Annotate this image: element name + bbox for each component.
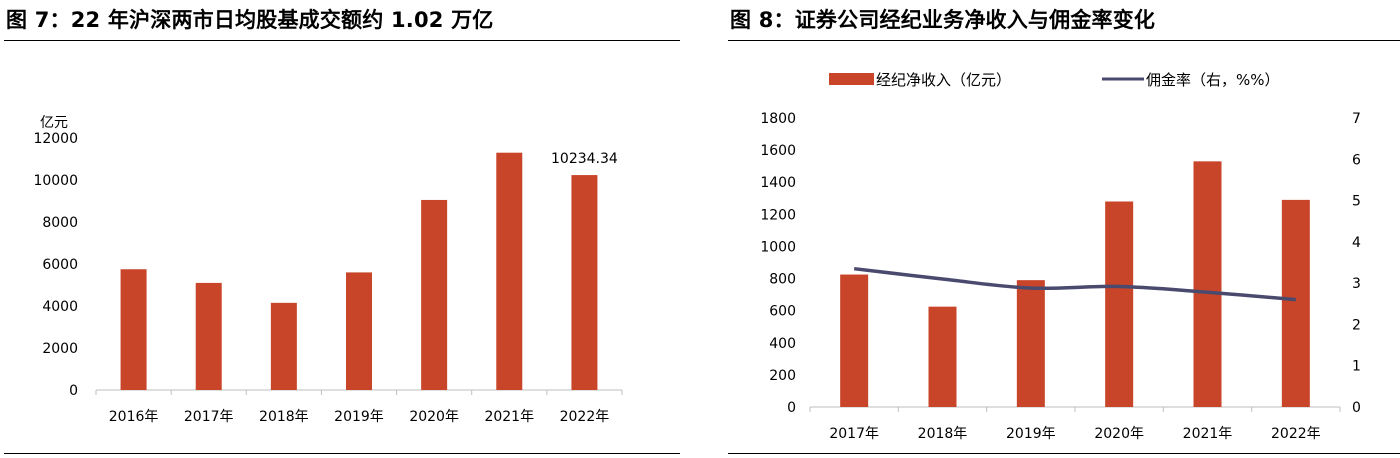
bar <box>840 274 869 407</box>
x-tick-label: 2018年 <box>259 409 309 425</box>
y-right-tick-label: 6 <box>1352 152 1361 168</box>
legend-line-label: 佣金率（右，%%） <box>1146 71 1280 89</box>
y-right-tick-label: 3 <box>1352 276 1361 292</box>
y-axis-unit-label: 亿元 <box>40 115 68 131</box>
y-left-tick-label: 1400 <box>760 175 796 191</box>
x-tick-label: 2017年 <box>829 426 879 442</box>
bar <box>928 306 957 407</box>
y-right-tick-label: 5 <box>1352 194 1361 210</box>
figure-7-title: 图 7：22 年沪深两市日均股基成交额约 1.02 万亿 <box>6 8 494 32</box>
y-left-tick-label: 600 <box>769 304 796 320</box>
x-tick-label: 2018年 <box>918 426 968 442</box>
x-tick-label: 2020年 <box>1094 426 1144 442</box>
bar <box>270 302 297 390</box>
y-tick-label: 2000 <box>42 341 78 357</box>
y-tick-label: 4000 <box>42 299 78 315</box>
x-tick-label: 2020年 <box>409 409 459 425</box>
x-tick-label: 2019年 <box>1006 426 1056 442</box>
y-right-tick-label: 2 <box>1352 317 1361 333</box>
figure-8-title: 图 8：证券公司经纪业务净收入与佣金率变化 <box>730 8 1156 32</box>
data-label: 10234.34 <box>551 151 618 167</box>
bar <box>1281 199 1310 407</box>
y-tick-label: 12000 <box>33 131 78 147</box>
y-left-tick-label: 1200 <box>760 207 796 223</box>
bar <box>421 199 448 390</box>
bar <box>1193 161 1222 407</box>
legend-bar-label: 经纪净收入（亿元） <box>876 71 1011 89</box>
y-left-tick-label: 200 <box>769 368 796 384</box>
bar <box>346 272 372 390</box>
y-left-tick-label: 0 <box>787 400 796 416</box>
x-tick-label: 2022年 <box>560 409 610 425</box>
y-left-tick-label: 1800 <box>760 111 796 127</box>
figure-7-bottom-rule <box>4 453 680 454</box>
bar <box>1016 280 1045 407</box>
bar <box>571 175 598 390</box>
x-tick-label: 2019年 <box>334 409 384 425</box>
bar <box>1105 201 1134 407</box>
y-right-tick-label: 7 <box>1352 111 1361 127</box>
y-right-tick-label: 1 <box>1352 359 1361 375</box>
bar <box>496 152 523 390</box>
y-tick-label: 8000 <box>42 215 78 231</box>
x-tick-label: 2021年 <box>1183 426 1233 442</box>
figure-8-bottom-rule <box>728 453 1400 454</box>
y-left-tick-label: 800 <box>769 272 796 288</box>
y-right-tick-label: 4 <box>1352 235 1361 251</box>
figure-7-panel: 图 7：22 年沪深两市日均股基成交额约 1.02 万亿 亿元 0 2000 4000… <box>0 0 680 458</box>
y-left-tick-label: 1000 <box>760 239 796 255</box>
legend-bar-swatch <box>829 73 874 85</box>
y-tick-label: 0 <box>69 383 78 399</box>
y-left-tick-label: 1600 <box>760 143 796 159</box>
commission-rate-line <box>853 266 1296 302</box>
y-tick-label: 6000 <box>42 257 78 273</box>
y-right-tick-label: 0 <box>1352 400 1361 416</box>
bar <box>195 282 222 390</box>
y-left-tick-label: 400 <box>769 336 796 352</box>
figure-7-top-rule <box>4 40 680 41</box>
bar <box>120 269 147 390</box>
x-tick-label: 2017年 <box>184 409 234 425</box>
figure-7-chart: 亿元 0 2000 4000 6000 8000 10000 12000 2016年 2017年 2… <box>33 115 623 425</box>
y-tick-label: 10000 <box>33 173 78 189</box>
x-tick-label: 2021年 <box>484 409 534 425</box>
figure-8-panel: 图 8：证券公司经纪业务净收入与佣金率变化 经纪净收入（亿元） 佣金率（右，%%）… <box>724 0 1400 458</box>
figure-8-chart: 经纪净收入（亿元） 佣金率（右，%%） 0 200 400 600 800 1000 1200 1… <box>760 71 1361 442</box>
x-tick-label: 2016年 <box>109 409 159 425</box>
figure-8-top-rule <box>728 40 1400 41</box>
x-tick-label: 2022年 <box>1271 426 1321 442</box>
